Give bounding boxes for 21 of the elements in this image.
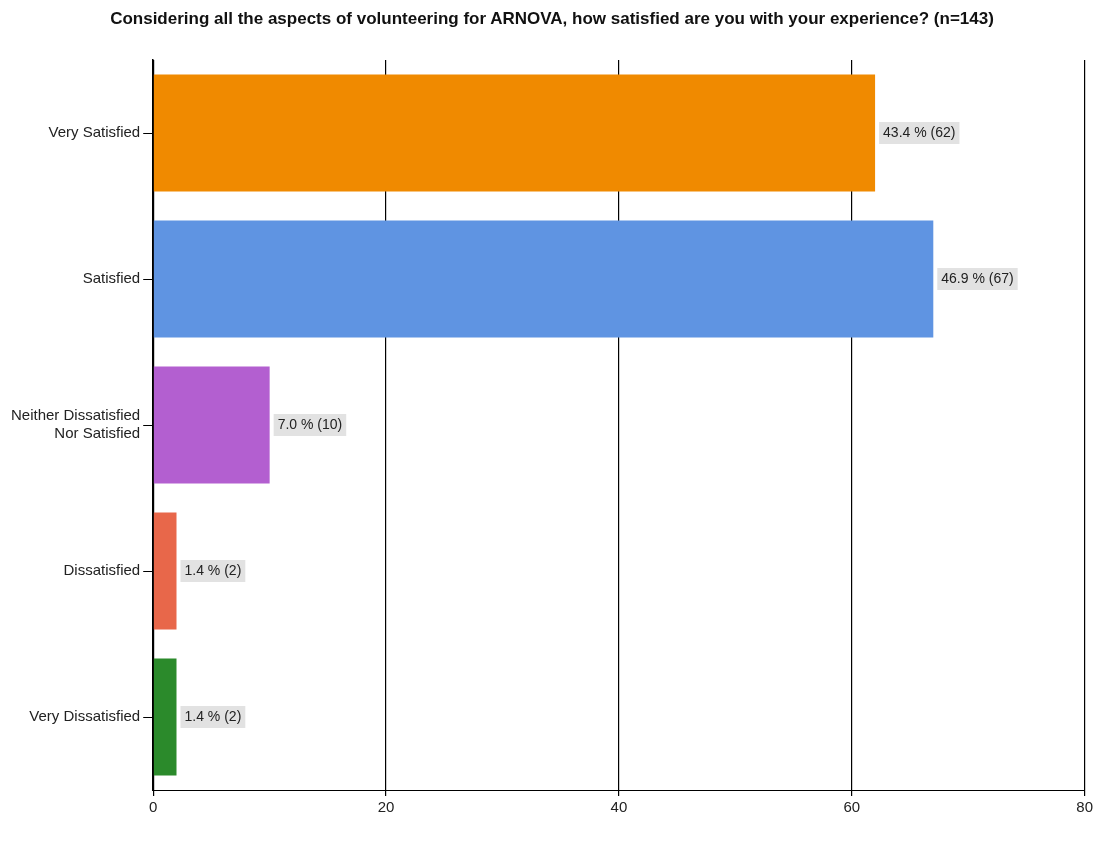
y-tick-label: Neither Dissatisfied Nor Satisfied <box>11 406 141 442</box>
x-tick-label: 20 <box>377 798 395 816</box>
y-tick-label: Very Satisfied <box>48 123 141 141</box>
data-label: 46.9 % (67) <box>941 269 1014 286</box>
bar <box>153 74 876 192</box>
y-tick-label: Satisfied <box>82 269 141 287</box>
bar <box>153 512 177 630</box>
chart-title: Considering all the aspects of volunteering for ARNOVA, how satisfied are you with your experience? (n=143) <box>109 8 995 30</box>
y-tick-label: Very Dissatisfied <box>29 707 141 725</box>
x-tick-label: 60 <box>843 798 861 816</box>
y-tick-label: Dissatisfied <box>63 561 141 579</box>
data-label: 43.4 % (62) <box>883 123 956 140</box>
bar <box>153 220 934 338</box>
data-label: 7.0 % (10) <box>277 415 343 432</box>
data-label: 1.4 % (2) <box>184 707 242 724</box>
bar <box>153 658 177 776</box>
x-tick-label: 40 <box>610 798 628 816</box>
x-tick-label: 0 <box>149 798 158 816</box>
x-tick-label: 80 <box>1076 798 1093 816</box>
data-label: 1.4 % (2) <box>184 561 242 578</box>
bar <box>153 366 270 484</box>
